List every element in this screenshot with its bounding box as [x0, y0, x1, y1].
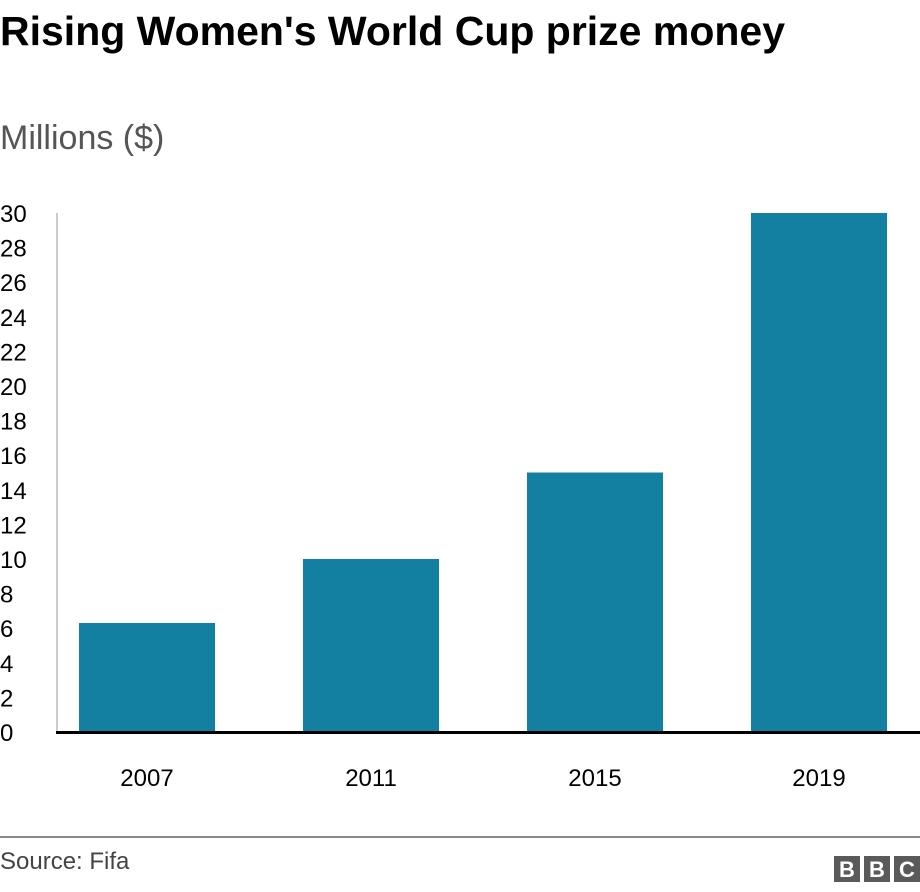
y-tick-label: 30	[0, 201, 27, 228]
y-tick-label: 4	[0, 651, 13, 678]
y-tick-label: 6	[0, 616, 13, 643]
y-tick-label: 20	[0, 374, 27, 401]
x-tick-label: 2019	[792, 765, 845, 792]
y-tick-label: 16	[0, 443, 27, 470]
y-tick-label: 0	[0, 720, 13, 747]
y-tick-label: 14	[0, 478, 27, 505]
bar-2015	[527, 472, 663, 732]
x-tick-label: 2015	[568, 765, 621, 792]
y-tick-label: 24	[0, 305, 27, 332]
y-tick-label: 8	[0, 582, 13, 609]
x-axis-ticks: 2007 2011 2015 2019	[120, 765, 845, 792]
y-tick-label: 26	[0, 270, 27, 297]
y-tick-label: 28	[0, 236, 27, 263]
y-tick-label: 12	[0, 512, 27, 539]
y-tick-label: 10	[0, 547, 27, 574]
chart-title: Rising Women's World Cup prize money	[0, 8, 786, 54]
y-tick-label: 22	[0, 339, 27, 366]
bar-2007	[79, 623, 215, 732]
bar-2011	[303, 559, 439, 732]
bars	[79, 213, 887, 732]
y-tick-label: 18	[0, 409, 27, 436]
x-tick-label: 2011	[345, 765, 397, 792]
y-tick-label: 2	[0, 685, 13, 712]
chart-subtitle: Millions ($)	[0, 119, 165, 157]
bar-2019	[751, 213, 887, 732]
x-tick-label: 2007	[120, 765, 173, 792]
source-note: Source: Fifa	[0, 848, 130, 875]
footer-divider	[0, 836, 920, 838]
